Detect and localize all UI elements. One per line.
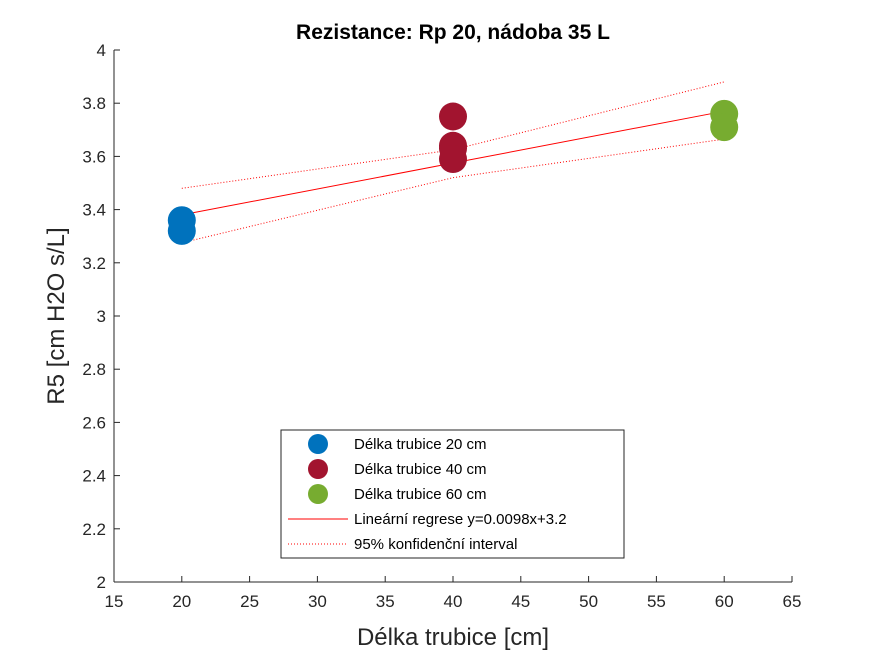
x-tick-label: 20 xyxy=(172,592,191,611)
x-tick-label: 25 xyxy=(240,592,259,611)
x-tick-label: 30 xyxy=(308,592,327,611)
x-axis-label: Délka trubice [cm] xyxy=(357,624,549,651)
legend-label-40cm: Délka trubice 40 cm xyxy=(354,461,487,478)
x-tick-label: 40 xyxy=(444,592,463,611)
y-tick-label: 4 xyxy=(97,41,106,60)
x-tick-label: 65 xyxy=(783,592,802,611)
chart-title: Rezistance: Rp 20, nádoba 35 L xyxy=(296,21,610,44)
legend-box xyxy=(280,429,625,559)
x-tick-label: 50 xyxy=(579,592,598,611)
x-tick-label: 45 xyxy=(511,592,530,611)
legend-marker-40cm xyxy=(308,459,328,479)
x-tick-label: 15 xyxy=(105,592,124,611)
legend-label-regression: Lineární regrese y=0.0098x+3.2 xyxy=(354,511,567,528)
y-ticks: 2 2.2 2.4 2.6 2.8 3 3.2 3.4 3.6 3.8 4 xyxy=(82,41,120,592)
x-tick-label: 55 xyxy=(647,592,666,611)
data-point-series-2 xyxy=(710,113,739,142)
x-ticks: 15 20 25 30 35 40 45 50 55 60 65 xyxy=(105,576,802,611)
legend-label-60cm: Délka trubice 60 cm xyxy=(354,486,487,503)
data-point-series-0 xyxy=(167,216,196,245)
y-tick-label: 3.4 xyxy=(82,201,106,220)
legend: Délka trubice 20 cm Délka trubice 40 cm … xyxy=(280,429,625,559)
legend-label-20cm: Délka trubice 20 cm xyxy=(354,436,487,453)
y-tick-label: 2 xyxy=(97,573,106,592)
y-tick-label: 3.2 xyxy=(82,254,106,273)
x-tick-label: 35 xyxy=(376,592,395,611)
legend-label-ci: 95% konfidenční interval xyxy=(354,536,517,553)
y-axis-label: R5 [cm H2O s/L] xyxy=(43,227,70,404)
y-tick-label: 3.8 xyxy=(82,94,106,113)
legend-marker-20cm xyxy=(308,434,328,454)
legend-marker-60cm xyxy=(308,484,328,504)
y-tick-label: 2.2 xyxy=(82,520,106,539)
y-tick-label: 2.6 xyxy=(82,413,106,432)
y-tick-label: 3.6 xyxy=(82,147,106,166)
y-tick-label: 2.4 xyxy=(82,467,106,486)
data-point-series-1 xyxy=(439,102,467,131)
y-tick-label: 3 xyxy=(97,307,106,326)
y-tick-label: 2.8 xyxy=(82,360,106,379)
x-tick-label: 60 xyxy=(715,592,734,611)
data-point-series-1 xyxy=(439,145,467,174)
data-points-layer xyxy=(167,99,739,245)
